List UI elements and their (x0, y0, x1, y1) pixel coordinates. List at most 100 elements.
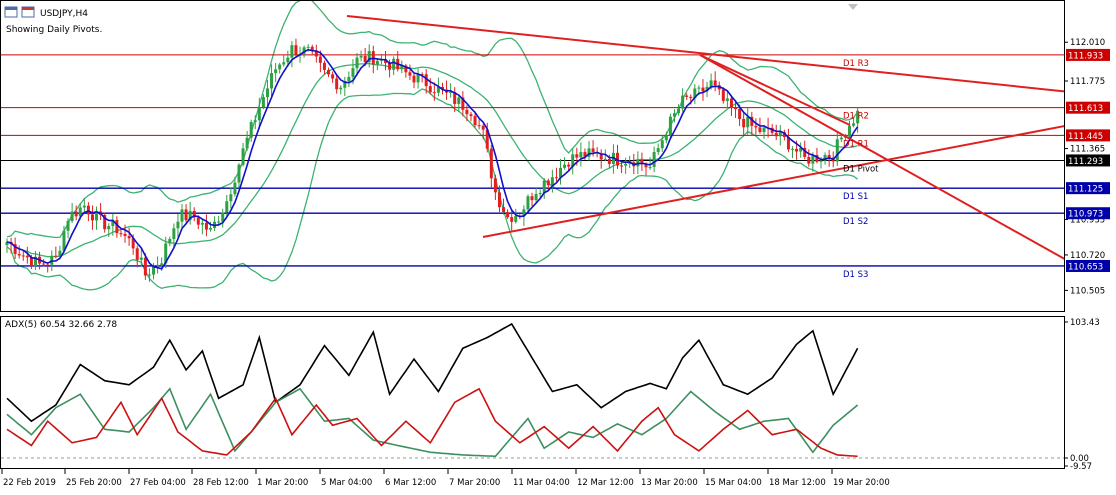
candle-body (351, 68, 355, 77)
candle-body (782, 132, 786, 138)
chart-menu-icon[interactable] (4, 6, 35, 18)
candle-body (677, 108, 681, 114)
candle-body (644, 164, 648, 168)
candle (70, 202, 74, 223)
candle-body (375, 60, 379, 65)
time-tick-label: 15 Mar 04:00 (705, 478, 762, 488)
adx-lines (1, 322, 1064, 459)
candle (424, 69, 428, 94)
candle (502, 198, 506, 215)
candle-body (225, 201, 229, 213)
candle (363, 47, 367, 66)
candle-body (742, 118, 746, 128)
adx-tick-label: 0.00 (1070, 454, 1089, 464)
candle (701, 79, 705, 101)
candle (213, 216, 217, 231)
adx-tick-label: 103.43 (1070, 318, 1100, 328)
candle (54, 246, 58, 259)
candle-body (705, 86, 709, 92)
pivot-price-text: 110.973 (1068, 210, 1103, 220)
candle-body (392, 58, 396, 70)
candle (33, 251, 37, 270)
candle (156, 256, 160, 274)
candle-body (115, 220, 119, 234)
candle (616, 144, 619, 169)
candle-body (172, 228, 176, 239)
candle (782, 129, 786, 141)
candle (477, 119, 481, 130)
candle-body (473, 116, 477, 126)
candle (290, 41, 294, 68)
pivot-price-tag (1066, 129, 1110, 142)
candle-body (5, 241, 9, 246)
candle-body (603, 158, 607, 160)
candle-body (701, 87, 705, 92)
pivot-price-tag (1066, 154, 1110, 167)
candle-body (689, 96, 693, 99)
price-tick-label: 111.365 (1070, 145, 1105, 155)
candle-body (652, 152, 656, 167)
candle (233, 176, 237, 197)
candle-body (363, 56, 367, 63)
pivot-labels: D1 R3 D1 R2 D1 R1 D1 Pivot D1 S1 D1 S2 D1 S3 (843, 59, 879, 280)
candle-body (819, 160, 823, 162)
candle-body (571, 154, 575, 167)
candle (534, 187, 538, 203)
candle (115, 216, 119, 238)
candle (318, 50, 322, 73)
candle-body (46, 264, 50, 266)
candle (257, 97, 261, 130)
candle (420, 72, 424, 83)
price-tick-label: 112.010 (1070, 38, 1105, 48)
candle (404, 63, 408, 78)
candle (497, 185, 501, 213)
candle (400, 60, 404, 74)
candle (856, 107, 860, 133)
pivot-price-text: 110.653 (1068, 262, 1103, 272)
candle-body (322, 62, 326, 70)
candle-body (489, 148, 493, 179)
candle-body (314, 50, 318, 57)
candle (746, 107, 750, 135)
candle (314, 44, 318, 63)
candle-body (270, 73, 274, 89)
candle-body (62, 230, 66, 251)
candle (648, 157, 652, 170)
candle-body (249, 122, 253, 138)
candle (563, 157, 567, 170)
candle-body (119, 233, 123, 235)
scroll-shift-icon[interactable] (848, 4, 858, 10)
candle-body (693, 88, 697, 99)
candle (343, 76, 347, 97)
pivot-price-text: 111.933 (1068, 51, 1103, 61)
candle (135, 245, 139, 268)
candle-body (302, 47, 306, 54)
candle (408, 64, 412, 80)
candle-body (229, 194, 233, 202)
candle (253, 115, 257, 130)
candle-body (697, 87, 701, 89)
candle-body (485, 129, 489, 149)
candle-body (135, 248, 139, 260)
candle (184, 204, 188, 223)
candle-body (815, 155, 819, 162)
candle (506, 209, 510, 219)
candle-body (209, 228, 212, 230)
trendline (699, 54, 851, 126)
candle-body (156, 264, 160, 266)
candle-body (95, 211, 99, 221)
pivot-price-tag (1066, 207, 1110, 220)
candle (21, 250, 25, 261)
candle-body (367, 51, 371, 63)
candle (367, 44, 371, 68)
candle-body (567, 164, 571, 167)
candle-body (660, 140, 664, 149)
pivot-price-tag (1066, 182, 1110, 195)
candle-body (506, 212, 510, 218)
candle (127, 227, 131, 246)
indicator-panel-frame (0, 316, 1065, 469)
time-tick-label: 18 Mar 12:00 (769, 478, 826, 488)
candle-body (164, 243, 168, 264)
candle (786, 128, 790, 153)
